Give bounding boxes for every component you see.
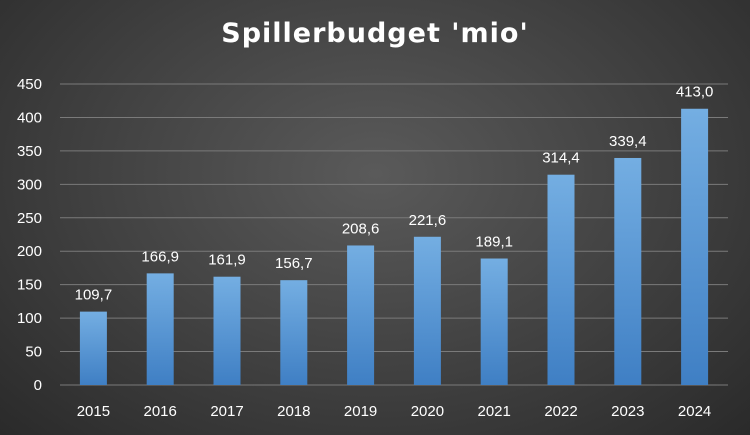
y-tick-label: 350	[17, 143, 42, 160]
x-tick-label: 2020	[411, 403, 444, 420]
data-label: 109,7	[75, 287, 113, 304]
data-label: 221,6	[409, 212, 447, 229]
y-tick-label: 0	[34, 377, 42, 394]
bars	[79, 108, 709, 385]
x-tick-label: 2022	[544, 403, 577, 420]
bar-2024	[681, 108, 709, 385]
data-label: 314,4	[542, 150, 580, 167]
y-tick-label: 450	[17, 76, 42, 93]
data-label: 156,7	[275, 255, 313, 272]
y-tick-label: 150	[17, 277, 42, 294]
y-tick-label: 100	[17, 310, 42, 327]
bar-2019	[347, 245, 375, 385]
x-tick-label: 2023	[611, 403, 644, 420]
y-tick-label: 50	[25, 344, 42, 361]
x-tick-label: 2021	[478, 403, 511, 420]
data-label: 166,9	[141, 248, 179, 265]
y-tick-label: 250	[17, 210, 42, 227]
x-tick-label: 2016	[144, 403, 177, 420]
x-tick-label: 2019	[344, 403, 377, 420]
bar-2017	[213, 276, 241, 385]
x-tick-label: 2024	[678, 403, 711, 420]
y-tick-label: 200	[17, 243, 42, 260]
data-label: 339,4	[609, 133, 647, 150]
bar-2018	[280, 280, 308, 385]
x-tick-label: 2015	[77, 403, 110, 420]
y-tick-label: 300	[17, 176, 42, 193]
bar-2020	[413, 236, 441, 385]
data-label: 208,6	[342, 220, 380, 237]
bar-2023	[614, 157, 642, 385]
x-tick-label: 2017	[210, 403, 243, 420]
y-tick-label: 400	[17, 109, 42, 126]
data-label: 189,1	[475, 234, 513, 251]
x-axis: 2015 2016 2017 2018 2019 2020 2021 2022 2023 2024	[77, 403, 712, 420]
data-labels: 109,7 166,9 161,9 156,7 208,6 221,6 189,1 314,4…	[75, 84, 714, 304]
data-label: 413,0	[676, 84, 714, 101]
bar-2016	[146, 273, 174, 385]
x-tick-label: 2018	[277, 403, 310, 420]
y-axis: 0 50 100 150 200 250 300 350 400 450	[17, 76, 42, 394]
bar-2015	[79, 311, 107, 385]
bar-2022	[547, 174, 575, 385]
chart-title: Spillerbudget 'mio'	[221, 18, 529, 49]
data-label: 161,9	[208, 252, 246, 269]
bar-2021	[480, 258, 508, 385]
